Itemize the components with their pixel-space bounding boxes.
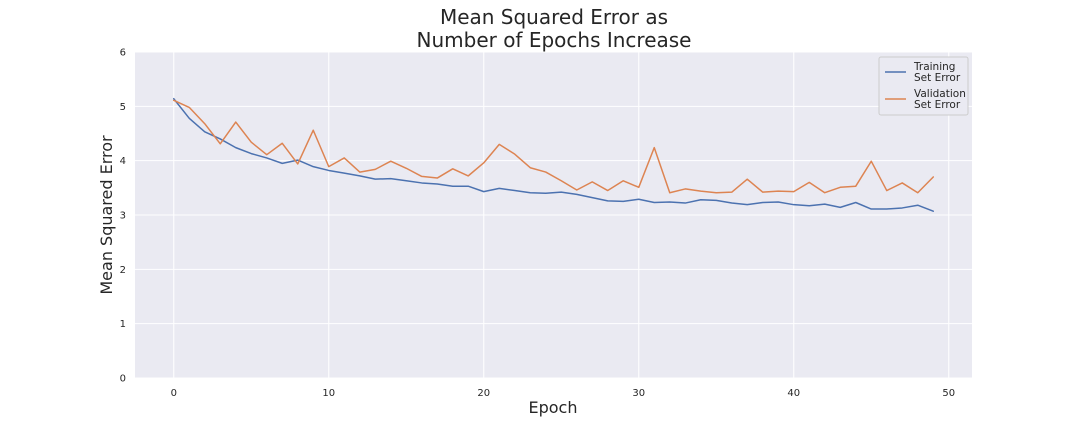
y-tick-label: 2 (120, 265, 126, 276)
x-tick-label: 10 (322, 388, 335, 399)
legend-label-validation-line-1: Validation (914, 88, 966, 100)
y-axis-label: Mean Squared Error (97, 135, 116, 295)
legend-label-training-line-1: Training (913, 61, 955, 73)
y-tick-label: 4 (120, 156, 126, 167)
series-line-validation (173, 99, 934, 194)
x-tick-label: 50 (942, 388, 955, 399)
y-tick-label: 6 (120, 48, 126, 59)
x-tick-label: 40 (787, 388, 800, 399)
y-tick-label: 3 (120, 211, 126, 222)
legend-label-training-line-2: Set Error (914, 72, 961, 84)
x-tick-label: 0 (171, 388, 177, 399)
x-tick-label: 20 (477, 388, 490, 399)
x-axis-label: Epoch (529, 398, 578, 417)
chart-title-line-1: Mean Squared Error as (440, 5, 668, 29)
legend-label-validation-line-2: Set Error (914, 99, 961, 111)
tick-labels: 0 1 2 3 4 5 6 0 10 20 30 40 50 (120, 48, 955, 400)
x-tick-label: 30 (632, 388, 645, 399)
legend: Training Set Error Validation Set Error (878, 56, 969, 116)
chart-title-line-2: Number of Epochs Increase (417, 28, 692, 52)
y-tick-label: 5 (120, 102, 126, 113)
grid-lines (135, 51, 972, 379)
series-lines (173, 97, 934, 212)
y-tick-label: 0 (120, 374, 126, 385)
y-tick-label: 1 (120, 319, 126, 330)
series-line-training (173, 97, 934, 212)
